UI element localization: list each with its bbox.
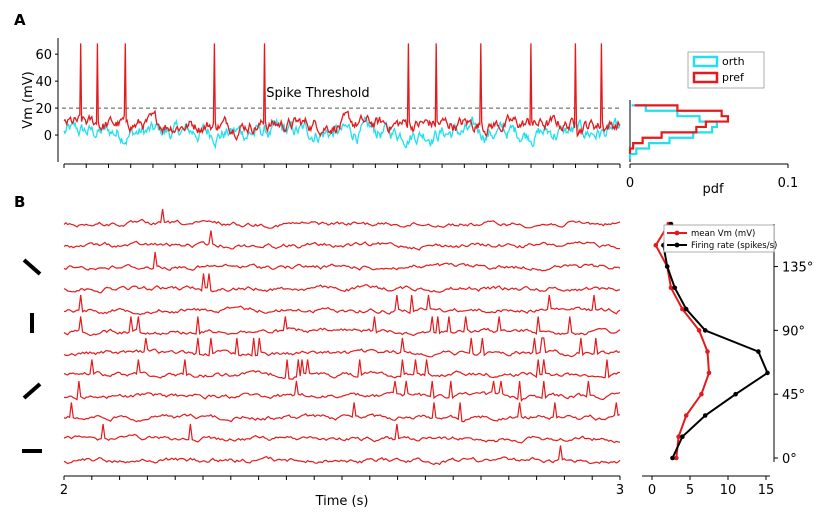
pdf-xtick-label: 0	[626, 176, 634, 191]
a-ytick-label: 20	[35, 102, 52, 117]
tuning-point	[765, 370, 770, 376]
tuning-point	[680, 434, 685, 440]
a-ytick-label: 0	[44, 129, 52, 144]
legend-meanvm-text: mean Vm (mV)	[691, 229, 755, 239]
tuning-curve	[662, 223, 769, 459]
a-ytick-label: 60	[35, 48, 52, 63]
tuning-legend-frame	[663, 224, 775, 253]
orientation-135-marker	[22, 258, 42, 276]
b-x-label: Time (s)	[315, 494, 369, 509]
orientation-45-marker	[22, 382, 42, 400]
panel-b-label: B	[14, 193, 25, 211]
b-xtick-label: 2	[60, 483, 68, 498]
panel-b-tuning-plot: 0 5 10 15 0° 45° 90° 135° mean Vm (mV) Firing …	[642, 221, 813, 498]
tuning-point	[680, 306, 685, 312]
panel-a-label: A	[14, 11, 26, 29]
tuning-point	[668, 285, 674, 291]
tuning-point	[733, 391, 738, 397]
spike-threshold-label: Spike Threshold	[266, 86, 369, 101]
pdf-curve-orth	[628, 104, 718, 160]
legend-pref-text: pref	[722, 71, 745, 84]
tuning-point	[756, 349, 761, 354]
trial-trace	[63, 445, 621, 466]
tuning-point	[676, 434, 681, 440]
tuning-curve	[654, 223, 711, 459]
legend-firing-marker	[674, 242, 680, 248]
trial-trace	[63, 251, 621, 272]
tuning-legend: mean Vm (mV) Firing rate (spikes/s)	[663, 224, 777, 253]
tuning-point	[683, 306, 689, 312]
tuning-xtick-label: 5	[686, 483, 694, 498]
tuning-ytick-label: 45°	[782, 388, 805, 403]
trial-trace	[63, 208, 621, 229]
trial-trace	[63, 273, 621, 294]
panel-a-vm-plot: Vm (mV) 0 20 40 60 Spike Threshold	[21, 38, 622, 168]
pdf-curve-pref	[628, 104, 730, 154]
legend-pref-swatch	[692, 71, 719, 84]
tuning-ytick-label: 135°	[782, 261, 813, 276]
tuning-point	[653, 243, 659, 248]
legend-orth-swatch	[692, 55, 719, 68]
tuning-point	[672, 285, 678, 291]
a-y-label: Vm (mV)	[21, 71, 36, 128]
trial-trace	[63, 294, 621, 316]
tuning-xtick-label: 15	[758, 483, 775, 498]
tuning-point	[705, 349, 710, 354]
tuning-point	[706, 370, 712, 376]
trial-trace	[63, 337, 621, 358]
tuning-point	[664, 264, 670, 269]
pdf-xtick-label: 0.1	[778, 176, 799, 191]
tuning-xtick-label: 0	[648, 483, 656, 498]
tuning-point	[702, 413, 708, 418]
tuning-xtick-label: 10	[720, 483, 737, 498]
vm-trace-orth	[63, 116, 621, 150]
a-ytick-label: 40	[35, 75, 52, 90]
legend-firing-text: Firing rate (spikes/s)	[691, 241, 777, 251]
legend-meanvm-marker	[674, 230, 680, 236]
legend-orth-text: orth	[722, 55, 745, 68]
tuning-point	[702, 328, 708, 333]
tuning-ytick-label: 90°	[782, 324, 805, 339]
vm-trace-pref	[63, 43, 621, 142]
pdf-legend: orth pref	[687, 51, 765, 89]
tuning-point	[696, 328, 702, 333]
trial-trace	[64, 380, 621, 402]
pdf-x-label: pdf	[702, 182, 724, 197]
trial-trace	[63, 359, 621, 380]
tuning-point	[683, 413, 689, 418]
trial-trace	[63, 316, 621, 337]
trial-trace	[63, 230, 621, 251]
panel-a-pdf-plot: 0 0.1 pdf orth pref	[626, 51, 799, 197]
tuning-point	[699, 391, 704, 397]
tuning-ytick-label: 0°	[782, 452, 797, 467]
b-xtick-label: 3	[616, 483, 624, 498]
tuning-point	[674, 455, 679, 461]
panel-b-trace-plot: 2 3 Time (s)	[22, 208, 624, 509]
trial-trace	[63, 423, 621, 444]
tuning-point	[670, 455, 675, 461]
trial-trace	[63, 402, 621, 423]
